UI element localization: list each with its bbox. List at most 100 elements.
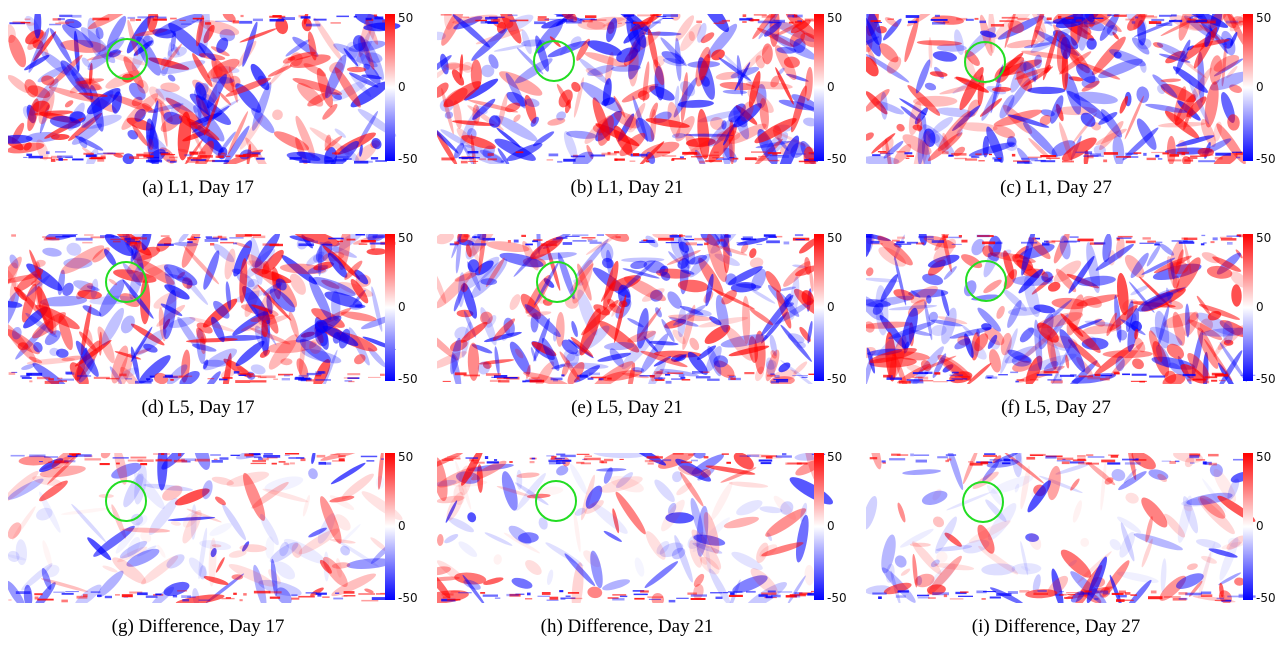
texture-patch bbox=[533, 317, 550, 362]
edge-noise bbox=[1151, 18, 1165, 22]
edge-noise bbox=[728, 375, 736, 378]
edge-noise bbox=[1183, 237, 1198, 240]
edge-noise bbox=[976, 234, 990, 238]
texture-patch bbox=[573, 77, 584, 118]
edge-noise bbox=[878, 596, 882, 599]
texture-patch bbox=[632, 367, 645, 373]
texture-patch bbox=[258, 579, 302, 597]
texture-patch bbox=[175, 594, 225, 603]
texture-patch bbox=[693, 534, 726, 546]
edge-noise bbox=[325, 160, 335, 162]
texture-patch bbox=[338, 234, 351, 271]
texture-patch bbox=[1193, 27, 1218, 69]
edge-noise bbox=[918, 235, 934, 239]
texture-patch bbox=[160, 102, 168, 147]
edge-noise bbox=[553, 379, 558, 382]
edge-noise bbox=[1013, 160, 1030, 162]
edge-noise bbox=[988, 153, 992, 156]
texture-patch bbox=[1109, 539, 1122, 551]
texture-patch bbox=[766, 532, 773, 542]
texture-patch bbox=[298, 333, 306, 377]
edge-noise bbox=[330, 453, 341, 455]
texture-patch bbox=[1197, 327, 1219, 369]
texture-patch bbox=[163, 111, 183, 125]
edge-noise bbox=[194, 237, 201, 239]
texture-patch bbox=[1141, 497, 1168, 528]
edge-noise bbox=[528, 378, 538, 380]
edge-noise bbox=[943, 21, 950, 23]
texture-patch bbox=[463, 579, 481, 590]
edge-noise bbox=[771, 594, 781, 598]
texture-patch bbox=[8, 580, 26, 603]
texture-patch bbox=[952, 105, 981, 132]
edge-noise bbox=[313, 18, 327, 21]
texture-patch bbox=[713, 355, 728, 368]
texture-patch bbox=[279, 542, 289, 557]
edge-noise bbox=[643, 239, 648, 242]
texture-patch bbox=[1031, 67, 1037, 83]
edge-noise bbox=[570, 597, 583, 600]
texture-patch bbox=[203, 576, 229, 585]
texture-patch bbox=[674, 535, 693, 583]
edge-noise bbox=[458, 592, 472, 594]
texture-patch bbox=[760, 311, 788, 344]
texture-patch bbox=[627, 330, 657, 343]
edge-noise bbox=[447, 456, 461, 458]
edge-noise bbox=[269, 596, 281, 599]
texture-patch bbox=[1219, 582, 1224, 598]
texture-patch bbox=[23, 584, 33, 603]
edge-noise bbox=[489, 379, 501, 382]
texture-patch bbox=[807, 320, 813, 344]
texture-patch bbox=[700, 531, 711, 549]
edge-noise bbox=[572, 240, 587, 242]
edge-noise bbox=[1077, 592, 1090, 595]
texture-patch bbox=[437, 124, 459, 154]
heatmap bbox=[437, 14, 824, 164]
texture-patch bbox=[1020, 465, 1031, 510]
texture-patch bbox=[445, 500, 458, 523]
texture-patch bbox=[1186, 492, 1233, 506]
colorbar-max-label: 50 bbox=[398, 11, 414, 25]
texture-patch bbox=[1141, 538, 1153, 568]
edge-noise bbox=[1187, 376, 1194, 378]
edge-noise bbox=[380, 592, 386, 595]
texture-patch bbox=[592, 97, 611, 142]
texture-patch bbox=[920, 355, 957, 372]
texture-patch bbox=[32, 475, 63, 486]
texture-patch bbox=[780, 324, 812, 362]
edge-noise bbox=[498, 380, 510, 383]
edge-noise bbox=[494, 459, 498, 461]
texture-patch bbox=[202, 480, 213, 500]
texture-patch bbox=[340, 524, 361, 544]
texture-patch bbox=[1017, 331, 1054, 364]
edge-noise bbox=[190, 159, 207, 162]
texture-patch bbox=[329, 495, 355, 503]
texture-patch bbox=[778, 135, 800, 164]
texture-patch bbox=[321, 279, 340, 289]
edge-noise bbox=[29, 454, 46, 458]
edge-noise bbox=[205, 160, 215, 162]
texture-patch bbox=[1051, 140, 1076, 157]
texture-patch bbox=[659, 542, 684, 558]
texture-patch bbox=[1188, 79, 1210, 125]
texture-patch bbox=[1012, 360, 1032, 372]
edge-noise bbox=[82, 241, 93, 244]
texture-patch bbox=[324, 135, 343, 151]
texture-patch bbox=[38, 491, 61, 533]
texture-patch bbox=[721, 120, 727, 130]
texture-patch bbox=[474, 260, 494, 276]
texture-patch bbox=[71, 123, 103, 145]
texture-patch bbox=[577, 263, 592, 301]
texture-patch bbox=[706, 346, 722, 372]
texture-patch bbox=[8, 134, 33, 144]
texture-patch bbox=[1134, 337, 1146, 353]
texture-patch bbox=[41, 567, 52, 590]
texture-patch bbox=[250, 63, 270, 91]
texture-patch bbox=[215, 557, 225, 573]
edge-noise bbox=[348, 380, 355, 383]
texture-patch bbox=[1025, 355, 1043, 384]
texture-patch bbox=[699, 556, 708, 565]
texture-patch bbox=[231, 574, 244, 580]
edge-noise bbox=[97, 594, 102, 597]
texture-patch bbox=[538, 517, 548, 530]
